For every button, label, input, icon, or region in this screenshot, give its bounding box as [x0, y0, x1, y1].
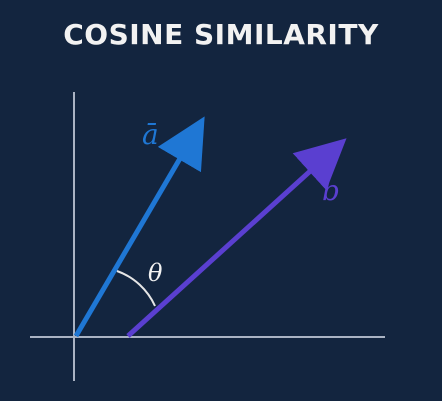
angle-theta-label: θ	[148, 259, 163, 287]
angle-arc	[116, 270, 156, 307]
vector-b-label: b	[322, 174, 340, 207]
vector-a-arrow	[73, 116, 205, 338]
vector-a-label: ā	[142, 118, 159, 151]
vector-b-arrow	[126, 138, 347, 338]
diagram-title: COSINE SIMILARITY	[63, 18, 379, 51]
